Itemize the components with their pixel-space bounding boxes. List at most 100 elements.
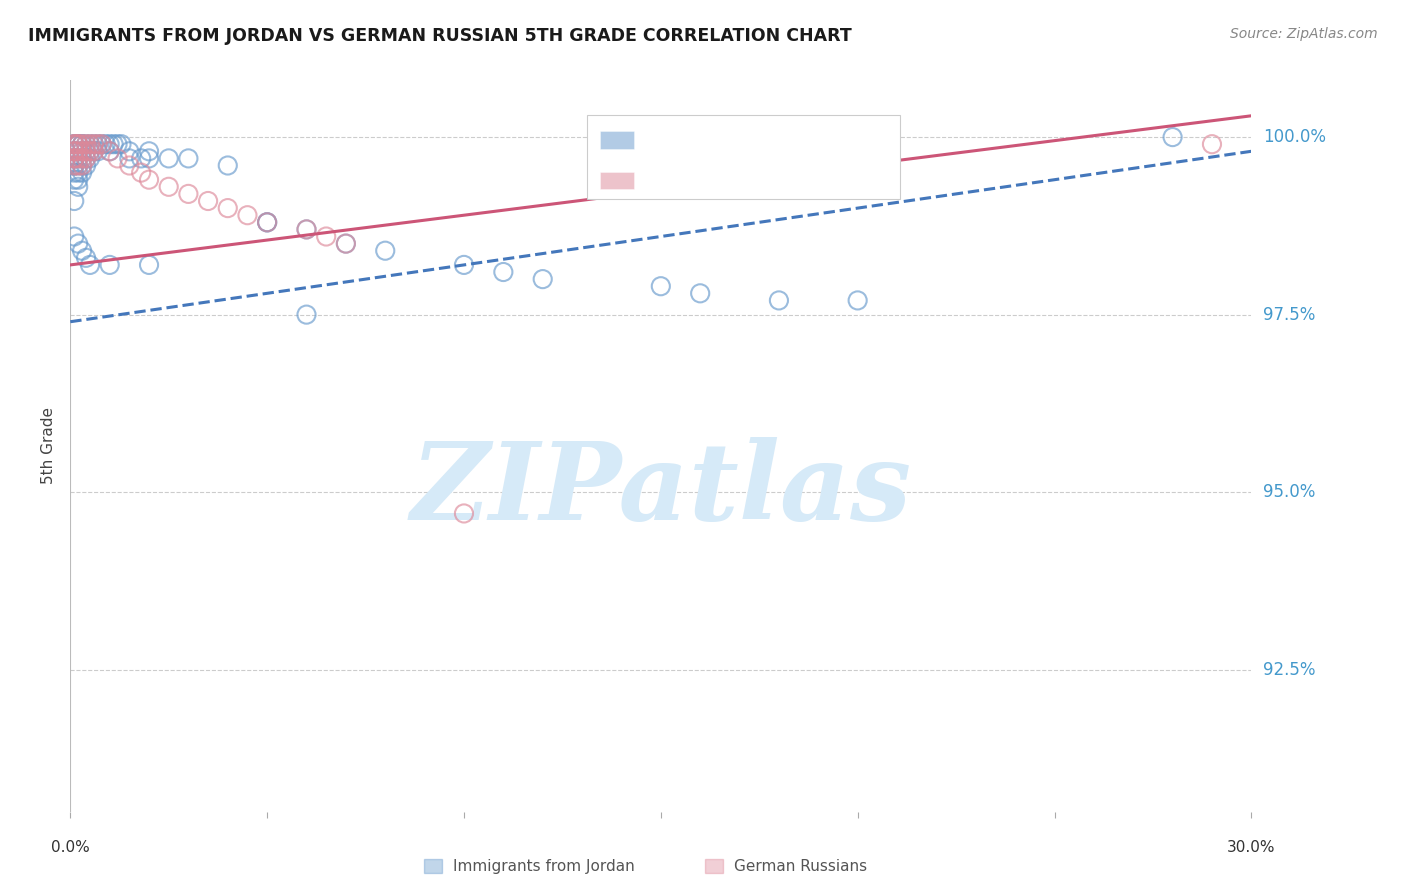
Point bbox=[70, 244, 93, 258]
Point bbox=[63, 229, 86, 244]
Point bbox=[67, 236, 90, 251]
Point bbox=[118, 159, 141, 173]
Point bbox=[110, 137, 132, 152]
Point bbox=[118, 145, 141, 159]
Point bbox=[63, 194, 86, 208]
Point bbox=[63, 137, 86, 152]
Point bbox=[87, 137, 110, 152]
Point bbox=[63, 137, 86, 152]
Point bbox=[67, 152, 90, 166]
Point bbox=[138, 145, 160, 159]
Point bbox=[63, 145, 86, 159]
Y-axis label: 5th Grade: 5th Grade bbox=[41, 408, 56, 484]
Point bbox=[63, 165, 86, 179]
Point bbox=[98, 145, 121, 159]
Point bbox=[75, 145, 97, 159]
Point bbox=[256, 215, 278, 229]
Point bbox=[67, 179, 90, 194]
Point bbox=[103, 137, 125, 152]
Point bbox=[315, 229, 337, 244]
Point bbox=[70, 137, 93, 152]
Point bbox=[492, 265, 515, 279]
Point bbox=[138, 258, 160, 272]
Point bbox=[217, 201, 239, 215]
Point bbox=[63, 137, 86, 152]
Text: N =: N = bbox=[731, 130, 768, 148]
Point bbox=[107, 137, 129, 152]
Point bbox=[67, 159, 90, 173]
Point bbox=[256, 215, 278, 229]
Point bbox=[63, 159, 86, 173]
Point bbox=[79, 145, 101, 159]
Point bbox=[87, 137, 110, 152]
Point bbox=[374, 244, 396, 258]
Point bbox=[98, 137, 121, 152]
Text: 0.170: 0.170 bbox=[675, 130, 727, 148]
Point bbox=[63, 159, 86, 173]
Point bbox=[157, 179, 180, 194]
Point bbox=[63, 145, 86, 159]
Point bbox=[75, 251, 97, 265]
Point bbox=[79, 152, 101, 166]
Point bbox=[98, 145, 121, 159]
Point bbox=[70, 159, 93, 173]
Point bbox=[846, 293, 869, 308]
Point bbox=[94, 137, 117, 152]
Point bbox=[236, 208, 259, 222]
Point bbox=[70, 152, 93, 166]
Point bbox=[67, 137, 90, 152]
Point bbox=[70, 145, 93, 159]
Point bbox=[70, 165, 93, 179]
Text: N =: N = bbox=[731, 170, 768, 188]
Point bbox=[75, 145, 97, 159]
Point bbox=[63, 145, 86, 159]
Point bbox=[90, 137, 112, 152]
Point bbox=[335, 236, 357, 251]
Point bbox=[453, 507, 475, 521]
Point bbox=[67, 137, 90, 152]
Text: IMMIGRANTS FROM JORDAN VS GERMAN RUSSIAN 5TH GRADE CORRELATION CHART: IMMIGRANTS FROM JORDAN VS GERMAN RUSSIAN… bbox=[28, 27, 852, 45]
Text: 92.5%: 92.5% bbox=[1263, 661, 1316, 679]
Point bbox=[138, 152, 160, 166]
Text: 30.0%: 30.0% bbox=[1227, 840, 1275, 855]
Point bbox=[67, 137, 90, 152]
Point bbox=[75, 159, 97, 173]
Point bbox=[177, 186, 200, 201]
Point bbox=[118, 152, 141, 166]
Point bbox=[689, 286, 711, 301]
Point bbox=[63, 152, 86, 166]
Point bbox=[90, 137, 112, 152]
Point bbox=[70, 137, 93, 152]
Text: R =: R = bbox=[638, 130, 673, 148]
Point bbox=[453, 258, 475, 272]
Point bbox=[256, 215, 278, 229]
Point bbox=[107, 152, 129, 166]
Text: 71: 71 bbox=[765, 130, 787, 148]
Text: 95.0%: 95.0% bbox=[1263, 483, 1316, 501]
Point bbox=[138, 172, 160, 186]
Point bbox=[129, 152, 152, 166]
Text: 100.0%: 100.0% bbox=[1263, 128, 1326, 146]
Point bbox=[70, 152, 93, 166]
Point bbox=[197, 194, 219, 208]
Point bbox=[67, 172, 90, 186]
Text: R =: R = bbox=[638, 170, 673, 188]
Point bbox=[83, 145, 105, 159]
Bar bbox=[425, 859, 441, 873]
Point bbox=[70, 145, 93, 159]
Point bbox=[79, 137, 101, 152]
Point bbox=[75, 152, 97, 166]
Point bbox=[531, 272, 554, 286]
Point bbox=[98, 258, 121, 272]
Text: Source: ZipAtlas.com: Source: ZipAtlas.com bbox=[1230, 27, 1378, 41]
Point bbox=[295, 308, 318, 322]
Point bbox=[75, 137, 97, 152]
Point bbox=[63, 137, 86, 152]
Point bbox=[63, 152, 86, 166]
Point bbox=[63, 152, 86, 166]
Text: Immigrants from Jordan: Immigrants from Jordan bbox=[453, 859, 634, 873]
Point bbox=[83, 145, 105, 159]
Point bbox=[70, 137, 93, 152]
Point bbox=[79, 137, 101, 152]
Point bbox=[768, 293, 790, 308]
